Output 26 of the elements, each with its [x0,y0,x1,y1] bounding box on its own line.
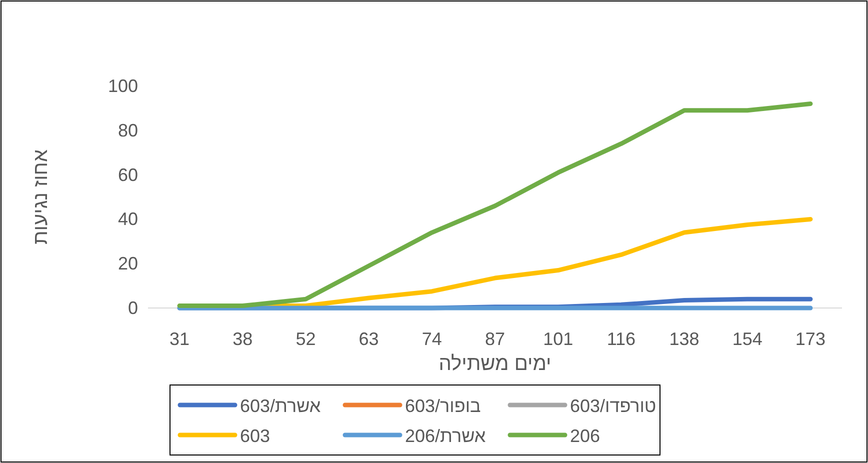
x-axis-title: ימים משתילה [438,353,552,375]
x-tick-label: 52 [296,329,316,349]
y-tick-label: 80 [118,120,138,140]
legend-label: טורפדו/603 [570,396,656,416]
line-series [177,102,813,308]
legend-label: 206 [570,426,600,446]
legend-label: אשרת/603 [240,396,322,416]
x-tick-label: 116 [606,329,636,349]
x-tick-label: 31 [170,329,190,349]
y-tick-label: 0 [128,298,138,318]
y-axis-title: אחוז נגיעות [30,149,52,245]
x-tick-label: 38 [232,329,253,349]
legend-label: 603 [240,426,270,446]
x-tick-label: 173 [795,329,826,349]
x-tick-label: 63 [358,329,379,349]
x-tick-label: 138 [669,329,700,349]
y-tick-label: 60 [118,164,138,185]
y-tick-label: 20 [118,254,138,274]
legend-label: בופור/603 [405,396,481,416]
y-tick-label: 100 [108,76,138,96]
x-tick-label: 101 [543,329,574,349]
y-tick-label: 40 [118,209,138,230]
legend-label: אשרת/206 [405,426,486,446]
x-tick-label: 154 [732,329,762,349]
x-tick-label: 74 [422,329,442,349]
x-tick-label: 87 [484,329,506,349]
